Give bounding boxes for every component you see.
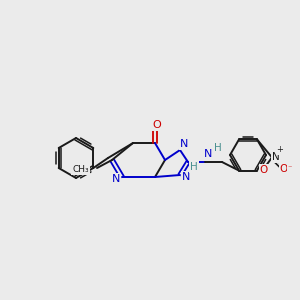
Text: H: H	[190, 162, 198, 172]
Text: O: O	[260, 165, 268, 176]
Text: H: H	[214, 143, 222, 153]
Text: CH₃: CH₃	[72, 166, 89, 175]
Text: N: N	[180, 139, 188, 149]
Text: N: N	[204, 149, 212, 159]
Text: ⁻: ⁻	[288, 163, 292, 172]
Text: N: N	[182, 172, 190, 182]
Text: N: N	[112, 174, 120, 184]
Text: O: O	[153, 120, 161, 130]
Text: O: O	[280, 164, 288, 174]
Text: +: +	[277, 145, 284, 154]
Text: N: N	[272, 152, 280, 162]
